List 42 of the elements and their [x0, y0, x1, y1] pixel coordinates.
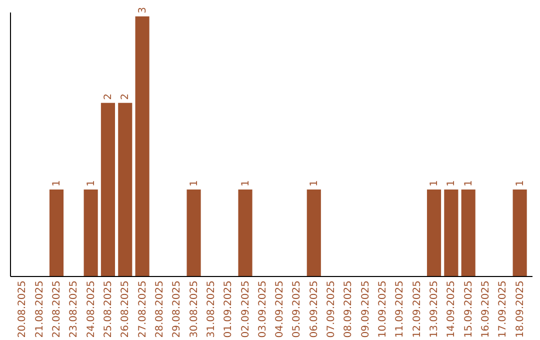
x-tick-label: 07.09.2025 — [326, 280, 338, 338]
data-label: 1 — [188, 180, 200, 186]
x-tick-label: 27.08.2025 — [137, 280, 148, 338]
data-label: 2 — [102, 94, 114, 100]
x-tick-label: 18.09.2025 — [514, 280, 526, 338]
x-tick-label: 13.09.2025 — [429, 280, 440, 338]
x-tick-label: 14.09.2025 — [446, 280, 458, 338]
data-label: 1 — [240, 180, 252, 186]
x-tick-label: 08.09.2025 — [343, 280, 354, 338]
x-tick-label: 31.08.2025 — [206, 280, 217, 338]
data-label: 2 — [120, 94, 132, 100]
data-label: 1 — [463, 180, 474, 186]
x-tick-label: 29.08.2025 — [172, 280, 183, 338]
data-label: 1 — [429, 180, 440, 186]
data-label: 1 — [52, 180, 63, 186]
x-tick-label: 11.09.2025 — [394, 280, 406, 338]
x-tick-label: 04.09.2025 — [274, 280, 286, 338]
x-tick-label: 28.08.2025 — [154, 280, 166, 338]
x-tick-label: 16.09.2025 — [480, 280, 492, 338]
data-label: 1 — [86, 180, 97, 186]
x-tick-label: 25.08.2025 — [102, 280, 114, 338]
x-tick-label: 09.09.2025 — [360, 280, 372, 338]
x-tick-label: 20.08.2025 — [17, 280, 28, 338]
data-label: 3 — [137, 6, 148, 14]
x-tick-label: 30.08.2025 — [188, 280, 200, 338]
x-tick-label: 15.09.2025 — [463, 280, 474, 338]
x-tick-label: 02.09.2025 — [240, 280, 252, 338]
x-tick-label: 03.09.2025 — [257, 280, 268, 338]
x-tick-label: 22.08.2025 — [52, 280, 63, 338]
x-tick-label: 23.08.2025 — [68, 280, 80, 338]
x-tick-label: 05.09.2025 — [292, 280, 303, 338]
data-label: 1 — [514, 180, 526, 186]
x-tick-label: 12.09.2025 — [412, 280, 423, 338]
x-tick-label: 01.09.2025 — [223, 280, 234, 338]
x-tick-label: 24.08.2025 — [86, 280, 97, 338]
x-tick-label: 26.08.2025 — [120, 280, 132, 338]
x-tick-label: 06.09.2025 — [308, 280, 320, 338]
x-tick-label: 10.09.2025 — [378, 280, 389, 338]
data-label: 1 — [308, 180, 320, 186]
data-label: 1 — [446, 180, 458, 186]
x-tick-label: 17.09.2025 — [498, 280, 509, 338]
x-tick-label: 21.08.2025 — [34, 280, 46, 338]
